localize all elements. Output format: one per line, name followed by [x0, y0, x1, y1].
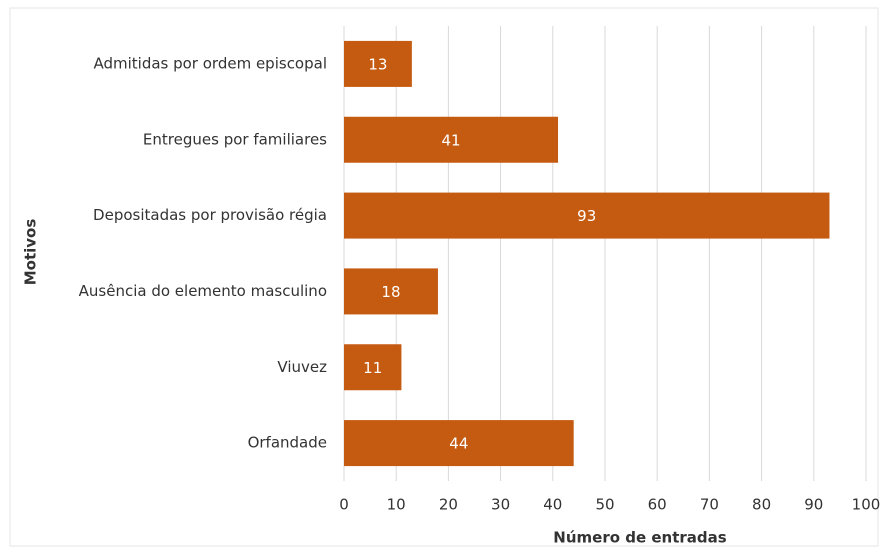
x-tick-label: 80 — [752, 496, 771, 514]
y-axis-title: Motivos — [22, 219, 40, 286]
x-tick-label: 90 — [804, 496, 823, 514]
data-label: 18 — [381, 283, 400, 301]
data-label: 11 — [363, 359, 382, 377]
y-tick-label: Orfandade — [248, 434, 327, 452]
bar — [344, 40, 412, 87]
x-tick-label: 60 — [648, 496, 667, 514]
bar — [344, 268, 438, 315]
x-tick-label: 70 — [700, 496, 719, 514]
data-label: 41 — [441, 131, 460, 149]
x-tick-label: 0 — [339, 496, 349, 514]
y-tick-label: Admitidas por ordem episcopal — [93, 54, 327, 72]
data-label: 44 — [449, 435, 468, 453]
x-tick-label: 100 — [852, 496, 881, 514]
x-axis-title: Número de entradas — [553, 529, 726, 547]
bar — [344, 192, 830, 239]
x-tick-label: 20 — [439, 496, 458, 514]
chart-frame — [9, 7, 879, 547]
y-tick-label: Ausência do elemento masculino — [79, 282, 327, 300]
y-tick-label: Viuvez — [277, 358, 327, 376]
bar — [344, 420, 574, 467]
data-label: 93 — [577, 207, 596, 225]
bar — [344, 344, 402, 391]
data-label: 13 — [368, 55, 387, 73]
x-tick-label: 40 — [543, 496, 562, 514]
y-tick-label: Depositadas por provisão régia — [93, 206, 327, 224]
x-tick-label: 30 — [491, 496, 510, 514]
x-tick-label: 10 — [387, 496, 406, 514]
bar — [344, 116, 559, 163]
y-tick-label: Entregues por familiares — [143, 130, 327, 148]
x-tick-label: 50 — [595, 496, 614, 514]
